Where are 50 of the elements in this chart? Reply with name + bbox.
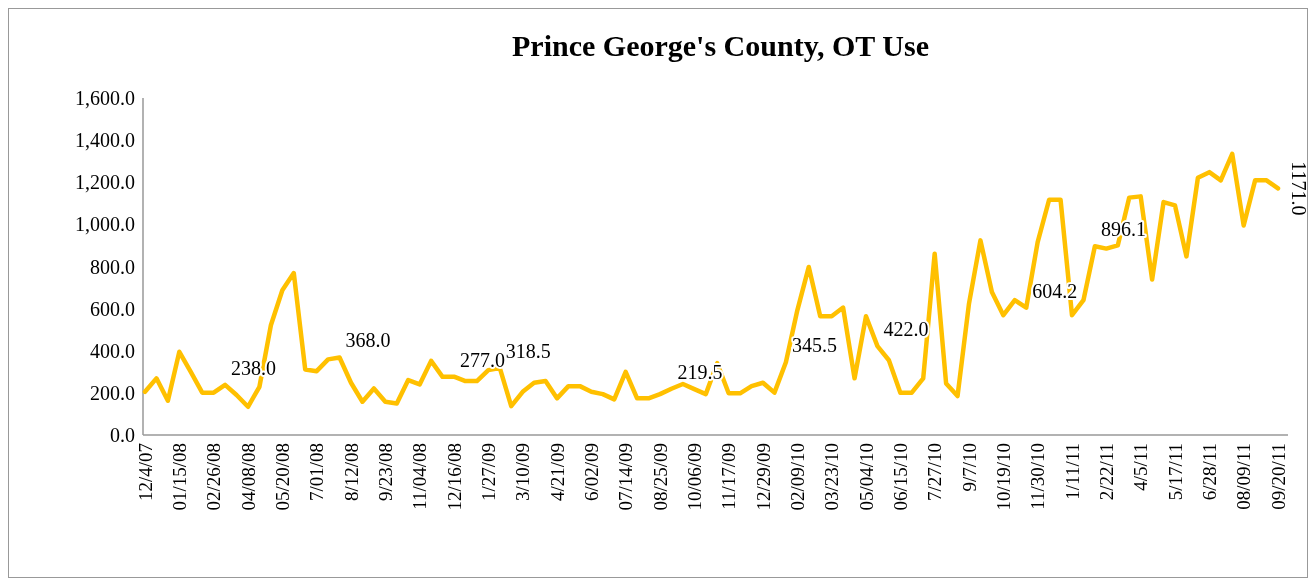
x-tick-label: 4/5/11: [1130, 443, 1152, 491]
y-tick-label: 1,600.0: [75, 87, 135, 109]
x-tick-label: 06/15/10: [889, 443, 911, 511]
x-tick-label: 02/26/08: [203, 443, 225, 511]
x-tick-label: 4/21/09: [546, 443, 568, 502]
x-tick-label: 7/27/10: [924, 443, 946, 502]
data-label: 277.0: [460, 348, 505, 371]
x-tick-label: 05/04/10: [855, 443, 877, 511]
x-tick-label: 5/17/11: [1164, 443, 1186, 501]
data-label: 345.5: [791, 334, 837, 357]
x-tick-label: 6/28/11: [1198, 443, 1220, 501]
x-tick-label: 6/02/09: [580, 443, 602, 502]
x-tick-label: 8/12/08: [340, 443, 362, 502]
x-tick-label: 03/23/10: [821, 443, 843, 511]
y-tick-label: 600.0: [90, 297, 135, 320]
y-tick-label: 1,000.0: [75, 213, 135, 236]
y-tick-label: 800.0: [90, 255, 135, 278]
data-label: 368.0: [345, 329, 391, 352]
x-tick-label: 04/08/08: [237, 443, 259, 511]
x-tick-label: 05/20/08: [271, 443, 293, 511]
x-tick-label: 9/23/08: [374, 443, 396, 502]
y-tick-label: 400.0: [90, 339, 135, 362]
x-tick-label: 08/25/09: [649, 443, 671, 511]
data-label: 318.5: [505, 339, 551, 362]
x-tick-label: 08/09/11: [1233, 443, 1255, 510]
x-tick-label: 9/7/10: [958, 443, 980, 492]
data-label: 1171.0: [1288, 161, 1309, 216]
y-tick-label: 0.0: [110, 424, 135, 446]
x-tick-label: 11/17/09: [718, 443, 740, 510]
x-tick-label: 3/10/09: [512, 443, 534, 502]
x-tick-label: 11/30/10: [1027, 443, 1049, 510]
x-tick-label: 11/04/08: [409, 443, 431, 510]
chart-title: Prince George's County, OT Use: [512, 29, 929, 62]
x-tick-label: 12/16/08: [443, 443, 465, 511]
x-tick-label: 12/4/07: [134, 443, 156, 502]
x-tick-label: 02/09/10: [786, 443, 808, 511]
y-tick-label: 200.0: [90, 381, 135, 404]
y-tick-label: 1,400.0: [75, 129, 135, 152]
x-tick-label: 09/20/11: [1267, 443, 1289, 510]
x-tick-label: 1/11/11: [1061, 443, 1083, 500]
x-tick-label: 01/15/08: [168, 443, 190, 511]
x-tick-label: 1/27/09: [477, 443, 499, 502]
x-tick-label: 12/29/09: [752, 443, 774, 511]
line-series: [142, 151, 1281, 410]
x-tick-label: 7/01/08: [306, 443, 328, 502]
y-tick-label: 1,200.0: [75, 171, 135, 194]
x-tick-label: 10/19/10: [992, 443, 1014, 511]
x-tick-label: 2/22/11: [1095, 443, 1117, 501]
x-tick-label: 07/14/09: [615, 443, 637, 511]
x-tick-label: 10/06/09: [683, 443, 705, 511]
